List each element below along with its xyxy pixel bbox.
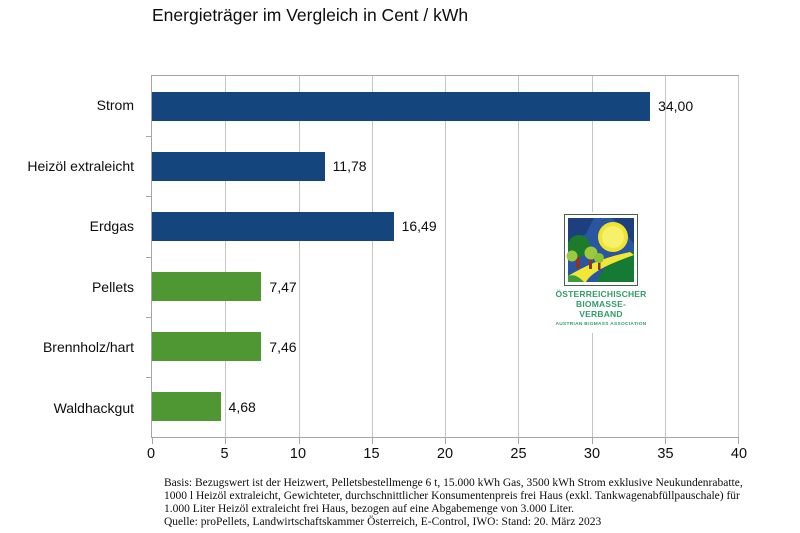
value-label: 7,46	[269, 338, 297, 355]
grid-line	[445, 76, 446, 437]
bar-row: 7,46	[152, 317, 738, 377]
x-tick-label: 40	[730, 446, 748, 462]
plot-area: 34,00 11,78 16,49 7,47 7,46 4,68	[146, 75, 739, 444]
footnote-line: 1.000 Liter Heizöl extraleicht frei Haus…	[164, 503, 575, 515]
logo-painting-icon	[564, 214, 638, 286]
grid-line	[664, 76, 666, 437]
chart-title: Energieträger im Vergleich in Cent / kWh	[152, 5, 469, 25]
bar	[152, 392, 221, 422]
category-label: Waldhackgut	[53, 399, 134, 416]
x-tick-label: 20	[436, 446, 454, 462]
category-label: Heizöl extraleicht	[27, 157, 134, 174]
bar-row: 7,47	[152, 257, 738, 317]
x-tick-mark	[225, 438, 227, 444]
y-tick-mark	[146, 256, 152, 258]
footnote-line: Basis: Bezugswert ist der Heizwert, Pell…	[164, 477, 743, 489]
category-label: Brennholz/hart	[42, 339, 134, 356]
value-label: 16,49	[401, 218, 437, 235]
value-label: 7,47	[269, 278, 297, 295]
x-tick-label: 15	[363, 446, 380, 462]
x-tick-mark	[445, 438, 446, 444]
bar	[152, 272, 262, 302]
x-tick-label: 0	[146, 446, 156, 462]
bar	[152, 91, 651, 121]
x-tick-mark	[518, 438, 520, 444]
x-tick-label: 5	[220, 446, 229, 462]
grid-line	[298, 76, 300, 437]
x-tick-label: 30	[583, 446, 601, 462]
y-tick-mark	[146, 376, 152, 378]
grid-line	[518, 76, 520, 437]
bar	[152, 211, 394, 241]
footnote-line: Quelle: proPellets, Landwirtschaftskamme…	[164, 516, 602, 528]
footnote: Basis: Bezugswert ist der Heizwert, Pell…	[164, 477, 800, 529]
value-label: 34,00	[658, 98, 694, 115]
footnote-line: 1000 l Heizöl extraleicht, Gewichteter, …	[164, 490, 740, 502]
biomasse-verband-logo: ÖSTERREICHISCHER BIOMASSE-VERBAND AUSTRI…	[555, 212, 647, 333]
x-tick-mark	[664, 438, 666, 444]
grid-line	[225, 76, 227, 437]
y-tick-mark	[146, 316, 152, 318]
bar-row: 4,68	[152, 377, 738, 437]
bar-row: 16,49	[152, 196, 738, 256]
grid-line	[738, 76, 739, 437]
bar	[152, 332, 262, 362]
y-tick-mark	[146, 196, 152, 198]
bar-row: 34,00	[152, 76, 738, 136]
y-tick-mark	[146, 136, 152, 138]
x-tick-mark	[298, 438, 300, 444]
logo-text-line3: AUSTRIAN BIOMASS ASSOCIATION	[555, 322, 647, 327]
bar	[152, 151, 325, 181]
grid-line	[371, 76, 373, 437]
bar-row: 11,78	[152, 136, 738, 196]
x-tick-mark	[591, 438, 593, 444]
category-axis: Strom Heizöl extraleicht Erdgas Pellets Bren…	[0, 75, 143, 438]
logo-text-line2: BIOMASSE-VERBAND	[576, 299, 626, 319]
x-tick-mark	[152, 438, 153, 444]
category-label: Pellets	[91, 278, 134, 295]
category-label: Erdgas	[89, 218, 134, 235]
value-label: 4,68	[228, 398, 256, 415]
category-label: Strom	[96, 97, 134, 114]
x-tick-label: 35	[657, 446, 674, 462]
x-axis-labels: 0 5 10 15 20 25 30 35 40	[147, 446, 747, 466]
x-tick-label: 25	[510, 446, 527, 462]
value-label: 11,78	[332, 158, 367, 175]
x-tick-mark	[371, 438, 373, 444]
logo-text-line1: ÖSTERREICHISCHER	[555, 289, 647, 299]
x-tick-mark	[738, 438, 739, 444]
x-tick-label: 10	[289, 446, 307, 462]
